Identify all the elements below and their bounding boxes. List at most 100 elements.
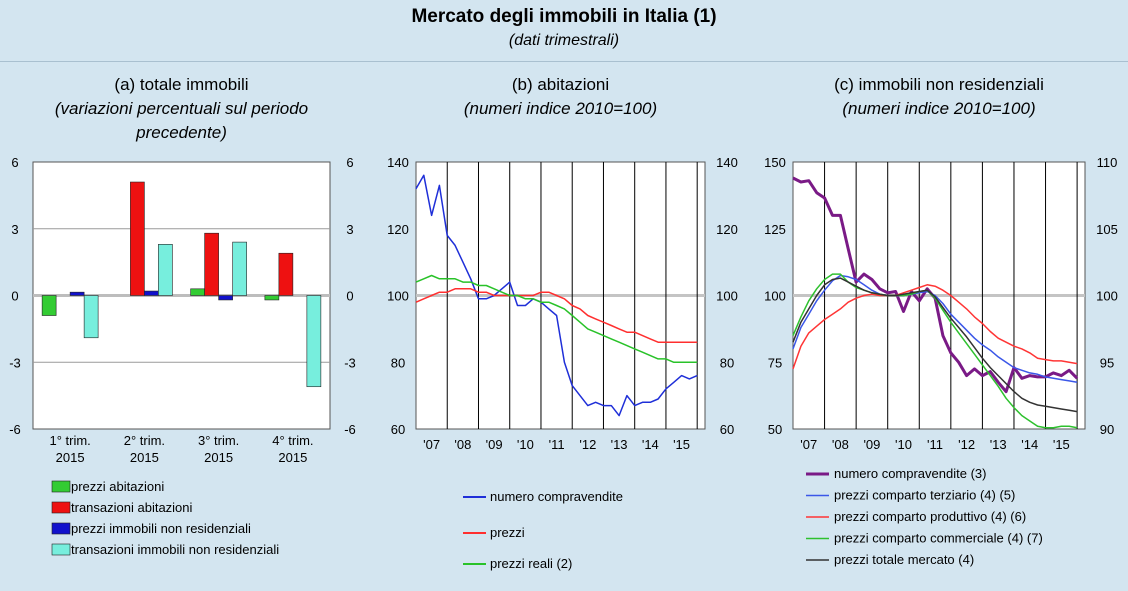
panel-b-ytick-left: 120: [387, 222, 409, 237]
panel-c-xtick: '14: [1021, 437, 1038, 452]
panel-b-ytick-right: 100: [716, 289, 738, 304]
panel-b-xtick: '14: [642, 437, 659, 452]
panel-c-ytick-left: 50: [768, 422, 782, 437]
page-title: Mercato degli immobili in Italia (1): [411, 6, 717, 27]
panel-a-legend-swatch: [51, 522, 71, 535]
panel-a-xtick: 2015: [130, 450, 159, 465]
panel-c-xtick: '09: [863, 437, 880, 452]
panel-a-bar: [130, 181, 145, 296]
panel-a-bar: [264, 295, 280, 301]
panel-b-series-line: [415, 288, 698, 343]
panel-a-ytick-left: -6: [9, 422, 21, 437]
panel-b-xtick: '12: [579, 437, 596, 452]
panel-a-ytick-left: -3: [9, 355, 21, 370]
panel-a-bar: [158, 244, 173, 296]
panel-a-legend-swatch: [51, 501, 71, 514]
panel-c-legend-label: numero compravendite (3): [834, 466, 986, 481]
panel-b-subtitle: (numeri indice 2010=100): [464, 99, 657, 118]
panel-a-xtick: 4° trim.: [272, 433, 313, 448]
panel-a-bar: [218, 295, 233, 301]
panel-a-legend-label: prezzi immobili non residenziali: [71, 521, 251, 536]
panel-c-series-line: [792, 273, 1078, 429]
panel-c-xtick: '11: [927, 437, 943, 452]
panel-a-ytick-left: 0: [11, 289, 18, 304]
panel-c-ytick-right: 100: [1096, 289, 1118, 304]
panel-c-ytick-left: 125: [764, 222, 786, 237]
panel-a-subtitle: precedente): [135, 123, 227, 142]
panel-a-ytick-right: 6: [346, 155, 353, 170]
panel-c-ytick-right: 105: [1096, 222, 1118, 237]
panel-c-title: (c) immobili non residenziali: [834, 75, 1044, 94]
panel-c-xtick: '10: [895, 437, 912, 452]
panel-b-xtick: '08: [454, 437, 471, 452]
panel-c-legend-label: prezzi comparto commerciale (4) (7): [834, 531, 1043, 546]
page-subtitle: (dati trimestrali): [508, 32, 620, 49]
panel-b-ytick-left: 80: [391, 355, 405, 370]
panel-a-xtick: 2015: [278, 450, 307, 465]
panel-a-bar: [278, 252, 294, 296]
panel-b-legend-label: numero compravendite: [490, 489, 623, 504]
panel-b-xtick: '13: [611, 437, 628, 452]
panel-a-legend-label: transazioni abitazioni: [71, 500, 193, 515]
panel-a-subtitle: (variazioni percentuali sul periodo: [55, 99, 308, 118]
panel-c-series-line: [792, 277, 1078, 413]
panel-a-ytick-right: -6: [344, 422, 356, 437]
panel-a-xtick: 2015: [204, 450, 233, 465]
panel-a-title: (a) totale immobili: [114, 75, 248, 94]
panel-a-ytick-right: 3: [346, 222, 353, 237]
panel-a-legend-swatch: [51, 543, 71, 556]
panel-a-bar: [190, 288, 205, 296]
panel-b-ytick-right: 80: [720, 355, 734, 370]
header: Mercato degli immobili in Italia (1) (da…: [0, 0, 1128, 62]
panel-b-legend-label: prezzi: [490, 525, 525, 540]
panel-a-xtick: 2015: [56, 450, 85, 465]
panel-a-legend-label: transazioni immobili non residenziali: [71, 542, 279, 557]
panel-c-series-line: [792, 274, 1078, 384]
panel-b-ytick-right: 120: [716, 222, 738, 237]
panel-c-ytick-left: 100: [764, 289, 786, 304]
panel-a-bar: [83, 295, 99, 339]
panel-a-xtick: 3° trim.: [198, 433, 239, 448]
panel-a-xtick: 1° trim.: [49, 433, 90, 448]
panel-a-bar: [232, 241, 247, 296]
panel-c-xtick: '08: [832, 437, 849, 452]
panel-b-ytick-left: 60: [391, 422, 405, 437]
panel-c-xtick: '15: [1053, 437, 1070, 452]
panel-c-legend-label: prezzi totale mercato (4): [834, 552, 974, 567]
panel-b-xtick: '10: [517, 437, 534, 452]
panel-a-bar: [69, 291, 85, 296]
panel-a-bar: [144, 290, 159, 296]
panel-c-legend-label: prezzi comparto produttivo (4) (6): [834, 509, 1026, 524]
panel-a-legend-swatch: [51, 480, 71, 493]
panel-b-ytick-right: 60: [720, 422, 734, 437]
panel-c-ytick-left: 75: [768, 355, 782, 370]
panel-a-legend-label: prezzi abitazioni: [71, 479, 164, 494]
panel-a-bar: [306, 295, 322, 388]
panel-a-bar: [41, 295, 57, 316]
panel-a-ytick-right: -3: [344, 355, 356, 370]
panel-c-ytick-right: 90: [1100, 422, 1114, 437]
panel-b-xtick: '11: [549, 437, 565, 452]
panel-b-xtick: '09: [486, 437, 503, 452]
panel-b-series-line: [415, 274, 698, 364]
panel-c-ytick-right: 110: [1097, 155, 1118, 170]
panel-c-ytick-left: 150: [764, 155, 786, 170]
panel-c-xtick: '13: [990, 437, 1007, 452]
panel-b-series-line: [415, 174, 698, 417]
panel-c-legend-label: prezzi comparto terziario (4) (5): [834, 488, 1015, 503]
panel-b-xtick: '15: [673, 437, 690, 452]
panel-b-ytick-left: 140: [387, 155, 409, 170]
panel-a-ytick-right: 0: [346, 289, 353, 304]
panel-c-ytick-right: 95: [1100, 355, 1114, 370]
panel-a-bar: [204, 232, 219, 296]
panel-b-ytick-left: 100: [387, 289, 409, 304]
panel-b-title: (b) abitazioni: [512, 75, 609, 94]
panel-a-xtick: 2° trim.: [124, 433, 165, 448]
panel-a-ytick-left: 3: [11, 222, 18, 237]
panel-b-xtick: '07: [423, 437, 440, 452]
panel-b-ytick-right: 140: [716, 155, 738, 170]
panel-c-series-line: [792, 284, 1078, 370]
panel-b-legend-label: prezzi reali (2): [490, 556, 572, 571]
panel-c-subtitle: (numeri indice 2010=100): [842, 99, 1035, 118]
